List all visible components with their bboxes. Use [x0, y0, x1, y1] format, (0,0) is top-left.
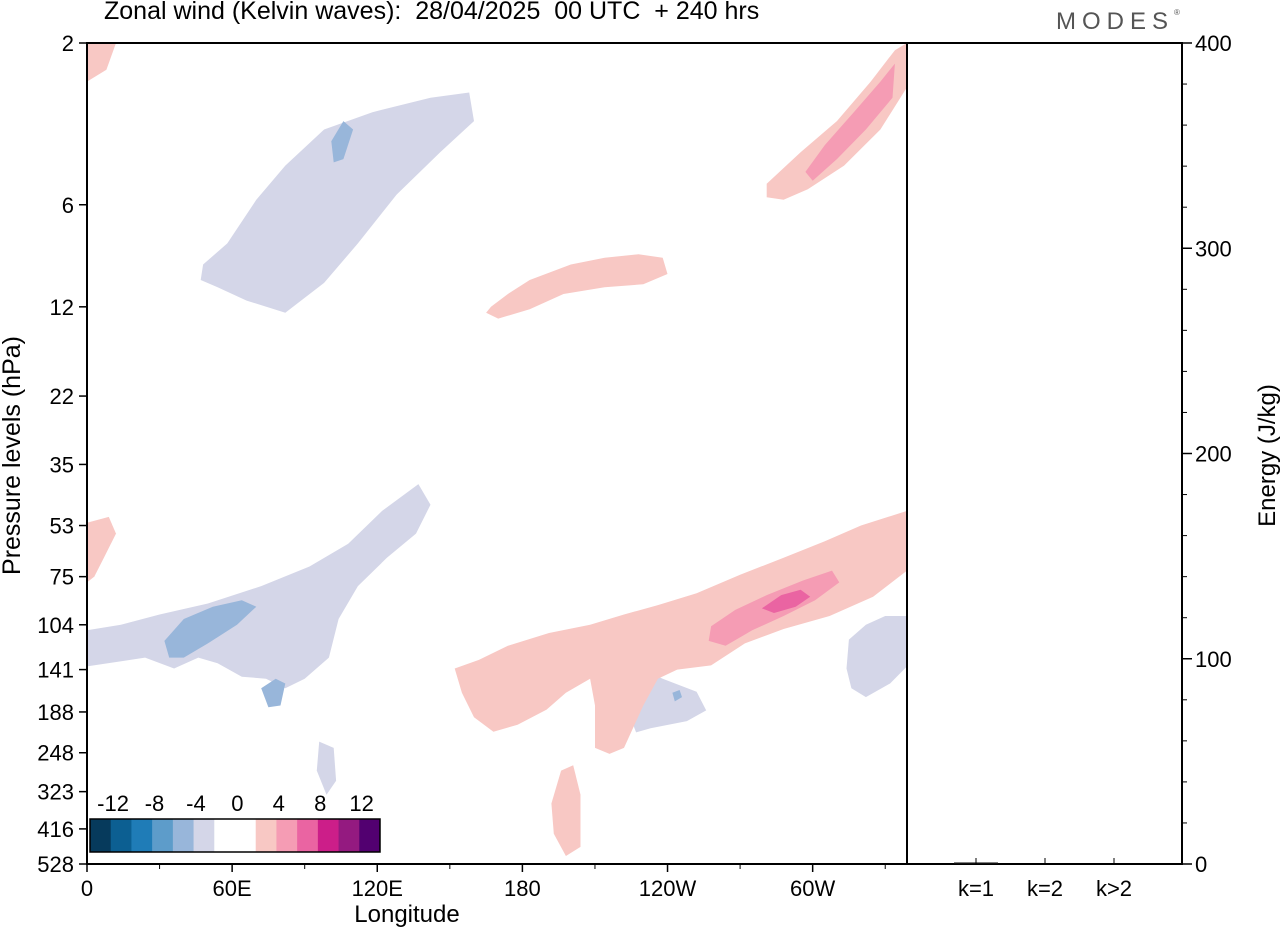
colorbar-label: 8 [314, 791, 326, 816]
y-tick-label: 416 [37, 817, 74, 842]
colorbar-swatch [131, 819, 153, 852]
contour-main-positive-core [761, 589, 811, 613]
x-tick-label: 120W [639, 876, 697, 901]
colorbar-label: -4 [186, 791, 206, 816]
contour-mid-negative-core-60e [164, 600, 257, 658]
y-tick-label: 248 [37, 741, 74, 766]
y-tick-label: 2 [62, 31, 74, 56]
contour-mid-negative-60e [87, 484, 431, 689]
y-tick-label: 141 [37, 658, 74, 683]
energy-category-label: k=1 [958, 876, 994, 901]
contour-upper-positive-180 [486, 254, 668, 319]
y-axis-label: Pressure levels (hPa) [0, 336, 26, 575]
colorbar-swatch [193, 819, 215, 852]
main-panel-frame [86, 42, 908, 865]
colorbar-swatch [338, 819, 360, 852]
y-tick-label: 528 [37, 852, 74, 877]
y-tick-label: 75 [50, 565, 74, 590]
colorbar-label: 12 [349, 791, 373, 816]
y-tick-label: 188 [37, 700, 74, 725]
colorbar-swatch [276, 819, 298, 852]
contour-upper-negative-60e [200, 92, 474, 313]
x-tick-label: 60W [790, 876, 835, 901]
y-tick-label: 104 [37, 613, 74, 638]
contour-upper-positive-60w [766, 43, 907, 200]
energy-category-label: k=2 [1027, 876, 1063, 901]
contour-upper-positive-60w-core [805, 63, 895, 181]
energy-y-tick-label: 400 [1195, 31, 1232, 56]
colorbar-swatch [255, 819, 277, 852]
energy-y-tick-label: 100 [1195, 647, 1232, 672]
contour-upper-positive-left [87, 43, 116, 82]
contour-negative-60w-core [672, 690, 682, 702]
x-tick-label: 180 [504, 876, 541, 901]
colorbar-swatch [235, 819, 257, 852]
colorbar-swatch [214, 819, 236, 852]
y-tick-label: 53 [50, 514, 74, 539]
contour-main-positive [454, 510, 907, 754]
energy-y-tick-label: 200 [1195, 442, 1232, 467]
energy-y-axis-label: Energy (J/kg) [1254, 384, 1280, 527]
y-tick-label: 22 [50, 384, 74, 409]
colorbar-swatch [297, 819, 319, 852]
x-tick-label: 60E [213, 876, 252, 901]
colorbar-swatch [110, 819, 132, 852]
y-tick-label: 323 [37, 780, 74, 805]
chart-title: Zonal wind (Kelvin waves): 28/04/2025 00… [104, 0, 760, 25]
contour-upper-negative-core [331, 121, 354, 163]
colorbar-swatch [317, 819, 340, 852]
modes-logo-text: MODES [1056, 8, 1175, 35]
energy-y-tick-label: 300 [1195, 236, 1232, 261]
colorbar-swatch [172, 819, 195, 852]
contour-surface-positive [551, 765, 581, 856]
contour-mid-negative-core-105e [261, 678, 286, 708]
colorbar-swatch [90, 819, 112, 852]
energy-category-label: k>2 [1096, 876, 1132, 901]
colorbar-label: -8 [145, 791, 165, 816]
contour-negative-east [846, 616, 907, 698]
x-axis-label: Longitude [354, 901, 459, 928]
y-tick-label: 12 [50, 295, 74, 320]
colorbar-swatch [152, 819, 174, 852]
colorbar-frame [89, 818, 381, 853]
colorbar-label: 4 [273, 791, 285, 816]
x-tick-label: 0 [81, 876, 93, 901]
x-tick-label: 120E [352, 876, 403, 901]
contour-mid-positive-left [87, 516, 116, 583]
contour-deep-negative-105e [316, 741, 337, 795]
colorbar-swatch [359, 819, 381, 852]
registered-mark: ® [1174, 8, 1180, 17]
colorbar-label: 0 [231, 791, 243, 816]
y-tick-label: 35 [50, 452, 74, 477]
y-tick-label: 6 [62, 193, 74, 218]
colorbar-label: -12 [97, 791, 129, 816]
energy-y-tick-label: 0 [1195, 852, 1207, 877]
modes-logo: MODES® [1056, 8, 1180, 36]
energy-panel-frame [906, 42, 1183, 865]
